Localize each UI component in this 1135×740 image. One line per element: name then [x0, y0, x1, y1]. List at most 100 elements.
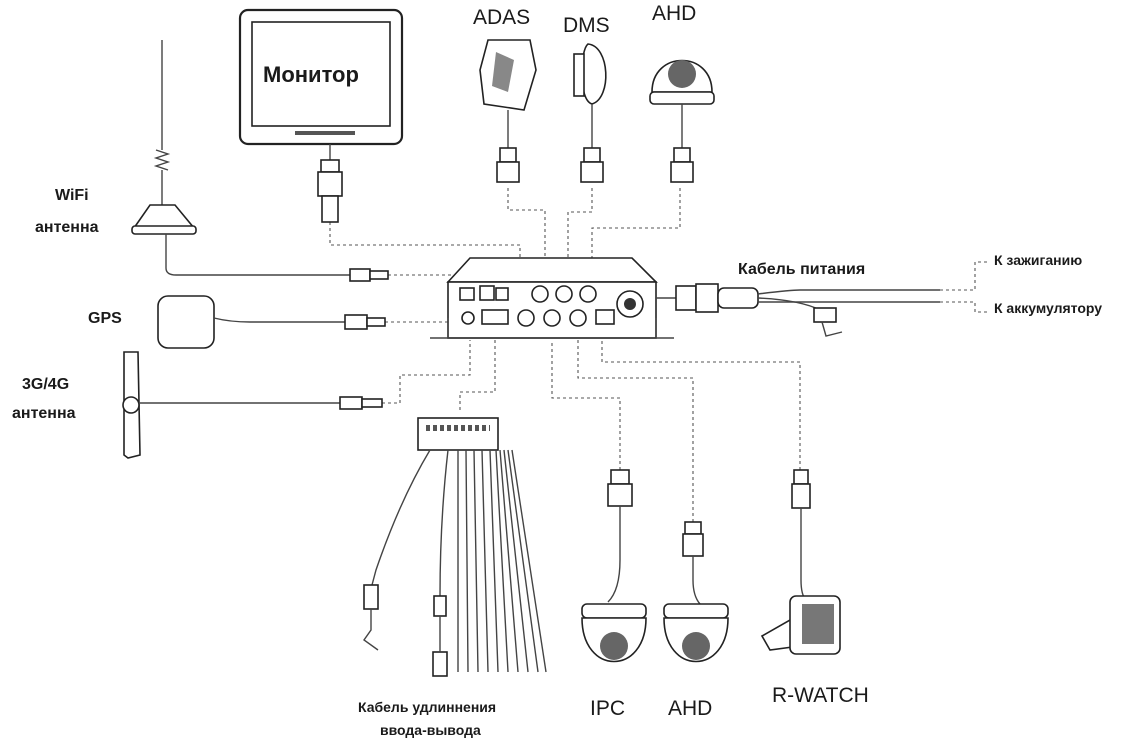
- wifi-coil: [153, 149, 171, 171]
- monitor-label: Монитор: [263, 62, 359, 87]
- wifi-label-1: WiFi: [55, 187, 89, 204]
- ahd-bottom-label: AHD: [668, 697, 712, 720]
- wifi-label-2: антенна: [35, 219, 99, 236]
- cellular-link: [382, 340, 471, 404]
- dashed-connections: [329, 188, 990, 522]
- monitor-plug-top: [320, 159, 340, 173]
- gps-puck: [157, 295, 215, 349]
- power-plug-nut: [675, 285, 697, 311]
- ahd-bottom-cable: [692, 556, 701, 605]
- gps-link: [385, 312, 451, 323]
- ahd-bottom-camera: [663, 521, 729, 663]
- cellular-antenna: [122, 351, 383, 459]
- dms-link: [567, 188, 593, 275]
- power-plug-body: [695, 283, 719, 313]
- wifi-antenna: [131, 40, 389, 282]
- ahd-top-plug-body: [670, 161, 694, 183]
- gps-plug: [344, 314, 368, 330]
- ahd-top-link: [591, 188, 681, 275]
- cellular-plug: [339, 396, 363, 410]
- dvr-port-b: [479, 285, 495, 301]
- adas-lens: [492, 52, 514, 92]
- io-wire-bundle: [457, 449, 547, 673]
- dms-label: DMS: [563, 14, 610, 37]
- monitor-plug-end: [321, 195, 339, 223]
- gps-label: GPS: [88, 310, 122, 327]
- ipc-link: [551, 340, 621, 470]
- io-cable-label-2: ввода-вывода: [380, 722, 481, 738]
- io-mid-connector: [433, 595, 447, 617]
- cellular-plug-tip: [361, 398, 383, 408]
- io-connector: [417, 417, 499, 451]
- dms-body: [580, 43, 607, 105]
- battery-label: К аккумулятору: [994, 300, 1102, 316]
- dvr-port-cam6: [569, 309, 587, 327]
- rwatch-plug: [791, 483, 811, 509]
- rwatch-device: [760, 469, 841, 655]
- dvr-power-port-core: [624, 298, 636, 310]
- rwatch-cable: [800, 508, 807, 601]
- dvr-port-a: [459, 287, 475, 301]
- rwatch-plug-top: [793, 469, 809, 485]
- wifi-foot: [131, 225, 197, 235]
- cellular-label-1: 3G/4G: [22, 376, 69, 393]
- gps-plug-tip: [366, 317, 386, 327]
- monitor-plug: [317, 171, 343, 197]
- io-mid-plug: [432, 651, 448, 677]
- gps-cable: [213, 317, 345, 323]
- ipc-base: [581, 603, 647, 619]
- power-cable: [656, 283, 940, 337]
- power-plug-sleeve: [717, 287, 759, 309]
- ahd-bottom-base: [663, 603, 729, 619]
- rwatch-label: R-WATCH: [772, 684, 869, 707]
- ahd-bottom-plug: [682, 533, 704, 557]
- dvr-mount-flanges: [430, 318, 674, 339]
- adas-plug-body: [496, 161, 520, 183]
- dms-mount: [573, 53, 585, 97]
- ipc-lens: [600, 632, 628, 660]
- cellular-label-2: антенна: [12, 405, 76, 422]
- dvr-port-d: [461, 311, 475, 325]
- adas-plug: [499, 147, 517, 163]
- ahd-bottom-lens: [682, 632, 710, 660]
- ipc-cable: [607, 506, 621, 603]
- power-wire-1: [757, 289, 940, 295]
- dvr-port-cam5: [543, 309, 561, 327]
- io-wire-mid: [439, 449, 449, 597]
- ipc-plug: [607, 483, 633, 507]
- wifi-cable: [165, 234, 350, 276]
- ahd-bottom-plug-top: [684, 521, 702, 535]
- monitor-screen: [251, 21, 391, 127]
- dvr-port-cam3: [579, 285, 597, 303]
- ipc-camera: [581, 469, 647, 663]
- adas-camera: [479, 39, 537, 183]
- io-link: [459, 340, 496, 410]
- power-fuse-lead: [821, 321, 843, 337]
- monitor: [238, 8, 404, 223]
- adas-label: ADAS: [473, 6, 530, 29]
- rwatch-link: [601, 340, 801, 470]
- rwatch-screen: [802, 604, 834, 644]
- ahd-top-label: AHD: [652, 2, 696, 25]
- wifi-plug: [349, 268, 371, 282]
- dvr-port-cam1: [531, 285, 549, 303]
- wifi-base: [132, 204, 196, 229]
- dvr-port-rwatch: [595, 309, 615, 325]
- ahd-top-base: [649, 91, 715, 105]
- io-left-lead: [363, 609, 379, 651]
- dms-camera: [573, 43, 607, 183]
- ipc-plug-top: [610, 469, 630, 485]
- dvr-port-cam2: [555, 285, 573, 303]
- io-wire-left: [371, 449, 431, 586]
- dvr-unit: [430, 257, 674, 339]
- dms-plug: [583, 147, 601, 163]
- io-cable: [363, 417, 547, 677]
- power-cable-label: Кабель питания: [738, 261, 865, 278]
- battery-lead: [940, 301, 990, 313]
- power-wire-3: [757, 297, 821, 311]
- dvr-port-c: [495, 287, 509, 301]
- io-left-fuse: [363, 584, 379, 610]
- gps-antenna: [157, 295, 386, 349]
- dvr-port-cam4: [517, 309, 535, 327]
